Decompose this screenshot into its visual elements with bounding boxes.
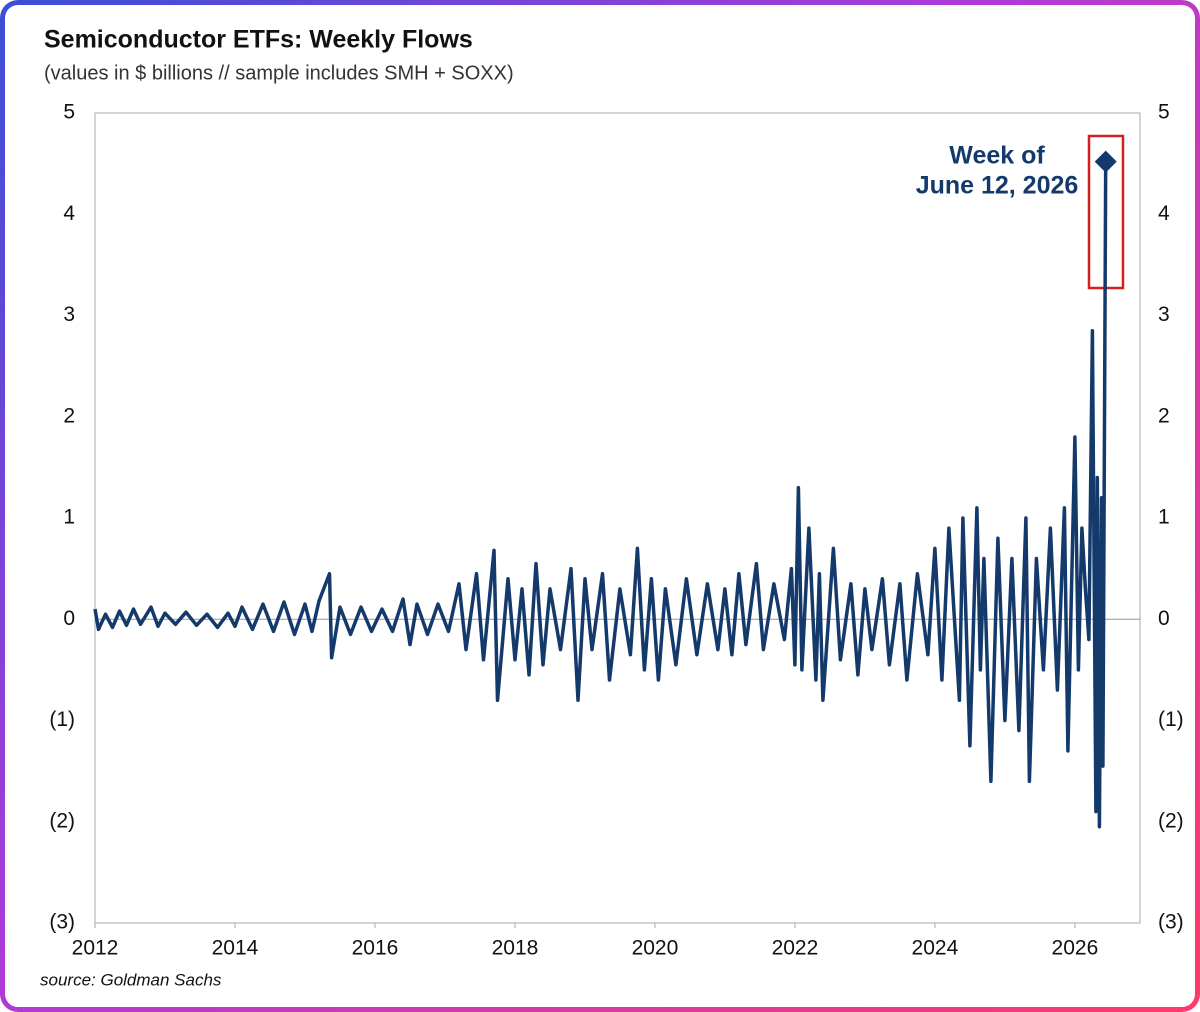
chart-subtitle: (values in $ billions // sample includes… [44, 62, 514, 84]
x-tick-label: 2020 [632, 937, 679, 960]
y2-tick-label: 3 [1158, 303, 1170, 326]
annotation: Week of [949, 142, 1045, 170]
y2-tick-label: (3) [1158, 911, 1184, 934]
plot-area [94, 112, 1141, 924]
x-tick-label: 2026 [1052, 937, 1099, 960]
y2-tick-label: 5 [1158, 101, 1170, 124]
y2-tick-label: 4 [1158, 202, 1170, 225]
y2-tick-label: 0 [1158, 607, 1170, 630]
chart-title: Semiconductor ETFs: Weekly Flows [44, 26, 473, 54]
x-tick-label: 2012 [72, 937, 119, 960]
y-tick-label: 4 [63, 202, 75, 225]
y2-tick-label: 2 [1158, 404, 1170, 427]
y-tick-label: 0 [63, 607, 75, 630]
y-tick-label: (2) [49, 809, 75, 832]
y-tick-label: 2 [63, 404, 75, 427]
y-tick-label: 5 [63, 101, 75, 124]
x-tick-label: 2024 [912, 937, 959, 960]
flow-line [93, 161, 1108, 829]
y2-tick-label: (2) [1158, 809, 1184, 832]
x-tick-label: 2014 [212, 937, 259, 960]
y2-tick-label: (1) [1158, 708, 1184, 731]
y-tick-label: (1) [49, 708, 75, 731]
y-tick-label: 3 [63, 303, 75, 326]
x-tick-label: 2016 [352, 937, 399, 960]
source: source: Goldman Sachs [40, 970, 222, 989]
x-tick-label: 2018 [492, 937, 539, 960]
peak-marker [1094, 150, 1117, 173]
y2-tick-label: 1 [1158, 506, 1170, 529]
x-tick-label: 2022 [772, 937, 819, 960]
annotation: June 12, 2026 [916, 172, 1079, 200]
y-tick-label: 1 [63, 506, 75, 529]
y-tick-label: (3) [49, 911, 75, 934]
